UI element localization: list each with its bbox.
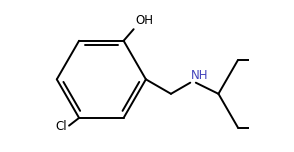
Text: NH: NH (191, 69, 209, 82)
Text: OH: OH (136, 14, 154, 27)
Text: Cl: Cl (55, 120, 67, 133)
